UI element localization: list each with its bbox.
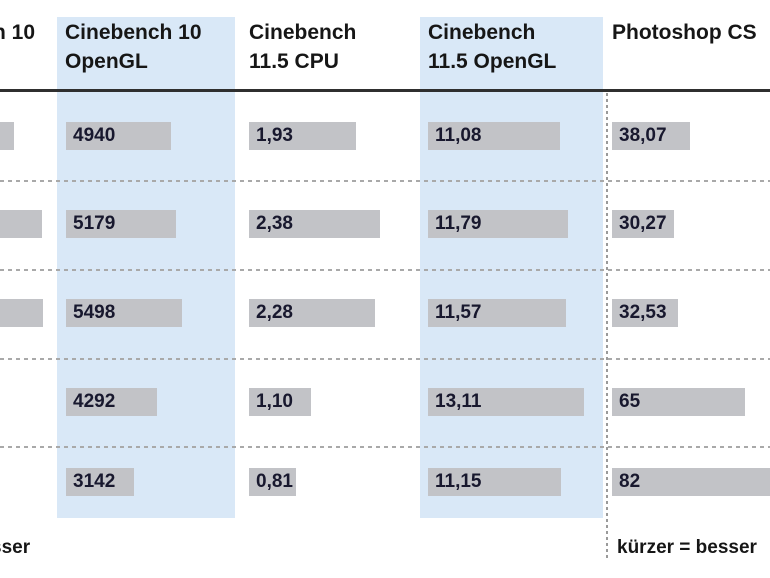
header-line: OpenGL [65, 50, 148, 73]
bar-cut-left-row3 [0, 299, 43, 327]
bar-value-label: 1,10 [256, 391, 293, 412]
row-separator [0, 358, 770, 360]
bar-value-label: 38,07 [619, 125, 667, 146]
bar-series4-row5: 82 [612, 468, 770, 496]
bar-value-label: 13,11 [435, 391, 482, 412]
bar-series3-row5: 11,15 [428, 468, 561, 496]
bar-cut-left-row2 [0, 210, 42, 238]
bar-series3-row3: 11,57 [428, 299, 566, 327]
bar-series1-row4: 4292 [66, 388, 157, 416]
highlight-band-cinebench115-opengl [420, 17, 603, 518]
bar-value-label: 82 [619, 471, 641, 492]
header-line: 11.5 OpenGL [428, 50, 557, 73]
row-separator [0, 180, 770, 182]
bar-value-label: 2,38 [256, 213, 293, 234]
bar-series4-row2: 30,27 [612, 210, 674, 238]
header-line: Cinebench [428, 21, 536, 44]
bar-series3-row1: 11,08 [428, 122, 560, 150]
bar-series1-row2: 5179 [66, 210, 176, 238]
photoshop-column-divider [606, 93, 608, 560]
bar-series4-row1: 38,07 [612, 122, 690, 150]
bar-value-label: 3142 [73, 471, 116, 492]
bar-series3-row4: 13,11 [428, 388, 584, 416]
bar-value-label: 0,81 [256, 471, 293, 492]
footnote-shorter-is-better: kürzer = besser [617, 537, 757, 558]
row-separator [0, 446, 770, 448]
bar-value-label: 4292 [73, 391, 116, 412]
bar-value-label: 65 [619, 391, 641, 412]
bar-series2-row4: 1,10 [249, 388, 311, 416]
column-header-cinebench10-opengl: Cinebench 10 OpenGL [65, 18, 202, 76]
bar-value-label: 11,08 [435, 125, 482, 146]
bar-value-label: 1,93 [256, 125, 293, 146]
header-divider-rule [0, 89, 770, 92]
bar-value-label: 11,79 [435, 213, 482, 234]
bar-value-label: 32,53 [619, 302, 667, 323]
header-line: Cinebench 10 [65, 21, 202, 44]
bar-value-label: 5179 [73, 213, 116, 234]
column-header-fragment: h 10 [0, 21, 36, 44]
column-header-cinebench115-opengl: Cinebench 11.5 OpenGL [428, 18, 556, 76]
bar-cut-left-row1 [0, 122, 14, 150]
column-header-photoshop: Photoshop CS [612, 18, 757, 47]
bar-series2-row5: 0,81 [249, 468, 296, 496]
header-line: 11.5 CPU [249, 50, 339, 73]
bar-series4-row4: 65 [612, 388, 745, 416]
column-header-cinebench115-cpu: Cinebench 11.5 CPU [249, 18, 356, 76]
footnote-left-fragment: sser [0, 537, 31, 558]
bar-series1-row1: 4940 [66, 122, 171, 150]
bar-series2-row3: 2,28 [249, 299, 375, 327]
bar-series1-row5: 3142 [66, 468, 134, 496]
highlight-band-cinebench10-opengl [57, 17, 235, 518]
row-separator [0, 269, 770, 271]
bar-series2-row1: 1,93 [249, 122, 356, 150]
header-line: Cinebench [249, 21, 357, 44]
bar-series3-row2: 11,79 [428, 210, 568, 238]
bar-series2-row2: 2,38 [249, 210, 380, 238]
bar-value-label: 2,28 [256, 302, 293, 323]
bar-value-label: 4940 [73, 125, 116, 146]
bar-series1-row3: 5498 [66, 299, 182, 327]
bar-value-label: 30,27 [619, 213, 667, 234]
bar-series4-row3: 32,53 [612, 299, 678, 327]
column-header-cut-left: h 10 [0, 18, 35, 47]
header-line: Photoshop CS [612, 21, 757, 44]
bar-value-label: 5498 [73, 302, 116, 323]
bar-value-label: 11,15 [435, 471, 482, 492]
bar-value-label: 11,57 [435, 302, 482, 323]
